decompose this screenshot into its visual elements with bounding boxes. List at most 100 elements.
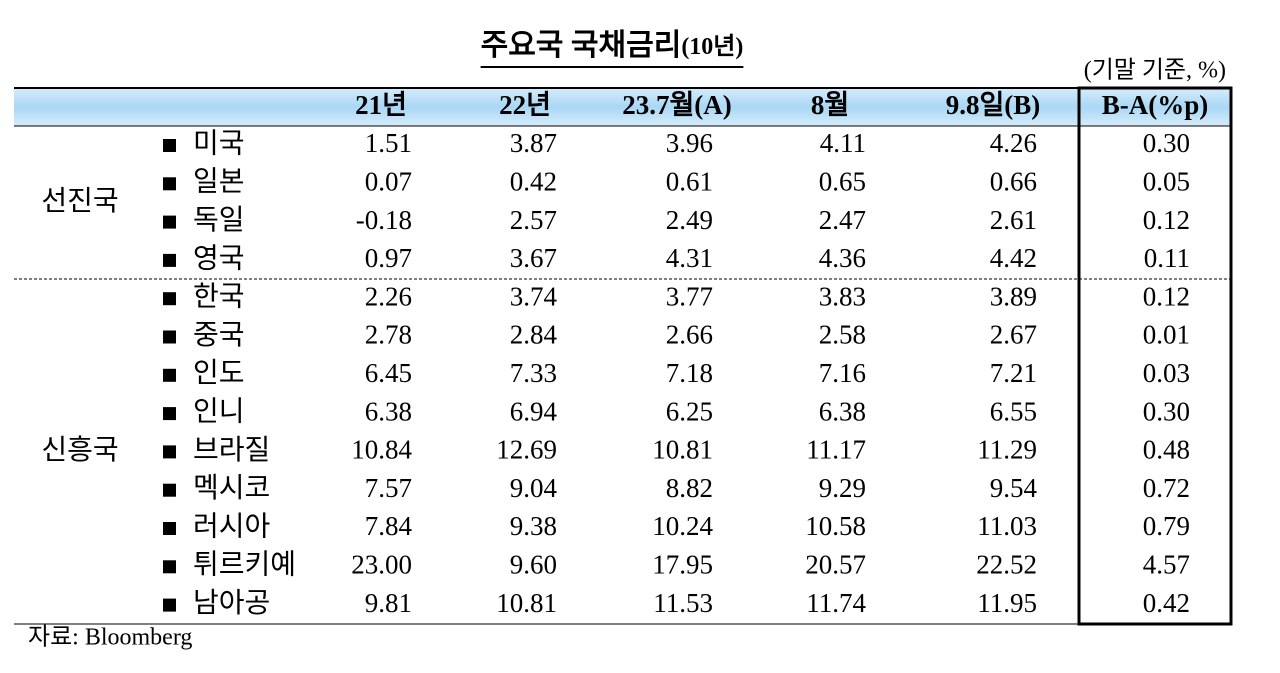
- cell: 4.31: [666, 243, 713, 273]
- header-band: [14, 88, 1232, 126]
- cell: 0.30: [1143, 128, 1190, 158]
- cell: 3.83: [819, 281, 866, 311]
- title-suffix: (10년): [681, 33, 743, 60]
- cell: 3.89: [990, 281, 1037, 311]
- cell: 9.54: [990, 473, 1038, 503]
- cell: 7.21: [990, 358, 1037, 388]
- cell: 9.38: [510, 511, 557, 541]
- row-label: 영국: [193, 243, 245, 274]
- cell: 9.81: [365, 588, 412, 618]
- cell: 0.65: [819, 167, 866, 197]
- bullet: [163, 177, 176, 191]
- bullet: [163, 445, 176, 459]
- row-label: 브라질: [193, 434, 270, 466]
- cell: 6.38: [819, 396, 866, 426]
- cell: 2.49: [666, 205, 713, 235]
- cell: 0.30: [1143, 396, 1190, 426]
- cell: 10.81: [652, 435, 713, 465]
- column-header: 8월: [811, 90, 849, 120]
- source: 자료: Bloomberg: [28, 624, 192, 651]
- table: 21년 22년 23.7월(A) 8월 9.8일(B) B-A(%p) 미국 1.51 3.87…: [41, 90, 1208, 619]
- cell: 4.57: [1143, 550, 1190, 580]
- group-label: 선진국: [41, 186, 118, 217]
- column-header: B-A(%p): [1102, 90, 1209, 120]
- cell: 4.42: [990, 243, 1037, 273]
- highlight-box: [1077, 86, 1233, 626]
- cell: 9.29: [819, 473, 866, 503]
- cell: 2.67: [990, 320, 1037, 350]
- cell: 11.95: [977, 588, 1037, 618]
- cell: 22.52: [976, 550, 1037, 580]
- row-label: 남아공: [193, 588, 270, 619]
- column-header: 23.7월(A): [622, 90, 732, 120]
- title: 주요국 국채금리(10년): [481, 29, 744, 62]
- cell: 0.12: [1143, 205, 1190, 235]
- cell: 11.53: [653, 588, 713, 618]
- bullet: [163, 292, 176, 306]
- cell: 3.87: [510, 128, 557, 158]
- cell: 10.24: [652, 511, 713, 541]
- row-label: 미국: [193, 128, 245, 159]
- cell: 6.25: [666, 396, 713, 426]
- cell: 6.55: [990, 396, 1037, 426]
- cell: 0.03: [1143, 358, 1190, 388]
- cell: 0.42: [510, 167, 557, 197]
- cell: 0.01: [1143, 320, 1190, 350]
- cell: 3.96: [666, 128, 713, 158]
- cell: 1.51: [365, 128, 412, 158]
- cell: 9.60: [510, 550, 557, 580]
- cell: 2.47: [819, 205, 866, 235]
- cell: 4.11: [820, 128, 866, 158]
- cell: 7.16: [819, 358, 866, 388]
- group-label: 신흥국: [41, 434, 118, 466]
- cell: -0.18: [356, 205, 412, 235]
- cell: 3.77: [666, 281, 713, 311]
- cell: 17.95: [652, 550, 713, 580]
- cell: 2.61: [990, 205, 1037, 235]
- bullet: [163, 483, 176, 497]
- cell: 0.11: [1144, 243, 1190, 273]
- row-label: 인니: [193, 397, 245, 428]
- bullet: [163, 215, 176, 229]
- cell: 11.17: [806, 435, 866, 465]
- row-label: 중국: [193, 320, 245, 351]
- cell: 3.67: [510, 243, 557, 273]
- row-label: 멕시코: [193, 473, 270, 504]
- cell: 0.79: [1143, 511, 1190, 541]
- bullet: [163, 139, 176, 152]
- bullet: [163, 407, 176, 421]
- cell: 0.72: [1143, 473, 1190, 503]
- title-main: 주요국 국채금리: [481, 29, 682, 62]
- column-header: 21년: [355, 90, 407, 120]
- row-label: 인도: [193, 358, 245, 389]
- column-header: 22년: [499, 90, 551, 120]
- cell: 2.78: [365, 320, 412, 350]
- cell: 12.69: [496, 435, 557, 465]
- cell: 6.94: [510, 396, 558, 426]
- cell: 10.58: [805, 511, 866, 541]
- cell: 8.82: [666, 473, 713, 503]
- row-label: 일본: [193, 167, 245, 198]
- cell: 2.84: [510, 320, 558, 350]
- cell: 2.57: [510, 205, 557, 235]
- row-label: 한국: [193, 282, 245, 313]
- cell: 6.38: [365, 396, 412, 426]
- cell: 0.61: [666, 167, 713, 197]
- cell: 11.29: [977, 435, 1037, 465]
- bullet: [163, 560, 176, 574]
- cell: 2.26: [365, 281, 412, 311]
- cell: 4.36: [819, 243, 866, 273]
- cell: 0.12: [1143, 281, 1190, 311]
- cell: 0.97: [365, 243, 412, 273]
- cell: 11.03: [977, 511, 1037, 541]
- row-label: 튀르키예: [193, 549, 296, 581]
- unit-note: (기말 기준, %): [1084, 57, 1226, 84]
- cell: 2.58: [819, 320, 866, 350]
- cell: 10.81: [496, 588, 557, 618]
- cell: 7.33: [510, 358, 557, 388]
- bullet: [163, 253, 176, 267]
- cell: 0.66: [990, 167, 1037, 197]
- cell: 20.57: [805, 550, 866, 580]
